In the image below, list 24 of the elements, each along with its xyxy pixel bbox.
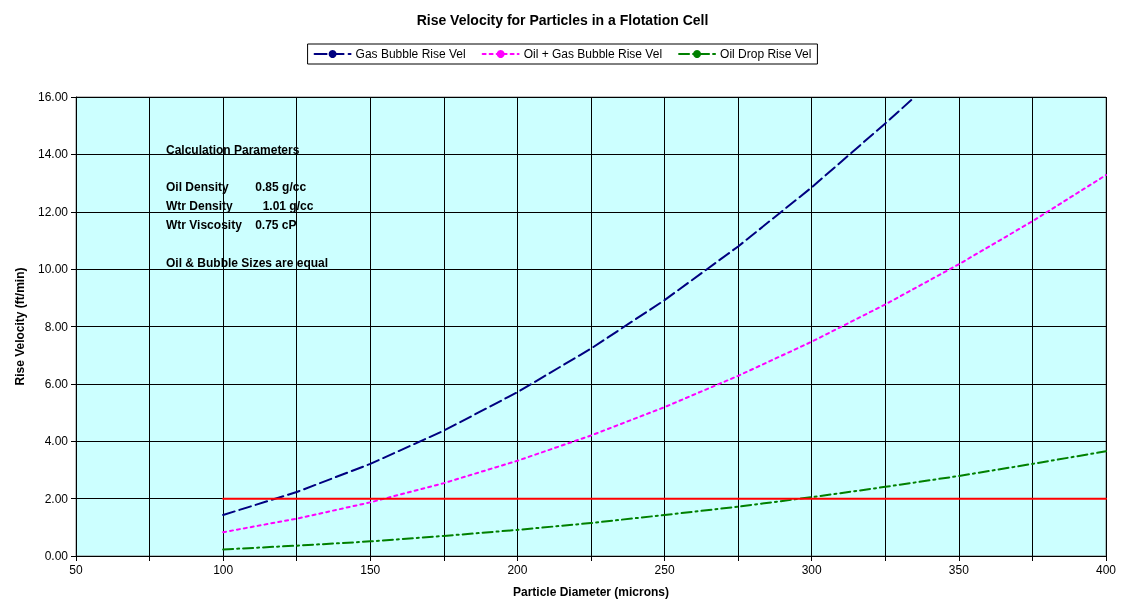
- y-tick-label: 6.00: [44, 376, 69, 391]
- y-tick-label: 10.00: [37, 262, 69, 277]
- y-tick-label: 16.00: [37, 90, 69, 104]
- y-tick-label: 14.00: [37, 147, 69, 162]
- y-axis-title: Rise Velocity (ft/min): [13, 267, 27, 386]
- x-tick-label: 50: [69, 563, 83, 577]
- y-tick-label: 4.00: [44, 434, 69, 449]
- x-tick-label: 200: [507, 563, 528, 577]
- x-tick-label: 350: [948, 563, 970, 577]
- chart-title: Rise Velocity for Particles in a Flotation Cell: [416, 12, 709, 28]
- legend-label: Oil + Gas Bubble Rise Vel: [523, 47, 663, 61]
- line-series: [222, 450, 1107, 551]
- y-tick-label: 0.00: [44, 549, 69, 563]
- legend-label: Oil Drop Rise Vel: [720, 47, 812, 61]
- x-axis-title: Particle Diameter (microns): [512, 585, 670, 599]
- x-tick-label: 300: [801, 563, 823, 577]
- legend-label: Gas Bubble Rise Vel: [355, 47, 466, 61]
- y-tick-label: 12.00: [37, 204, 69, 219]
- x-tick-label: 100: [213, 563, 234, 577]
- x-tick-label: 150: [360, 563, 381, 577]
- x-tick-label: 250: [654, 563, 675, 577]
- y-tick-label: 8.00: [44, 319, 69, 334]
- y-tick-label: 2.00: [44, 491, 69, 506]
- x-tick-label: 400: [1095, 563, 1117, 577]
